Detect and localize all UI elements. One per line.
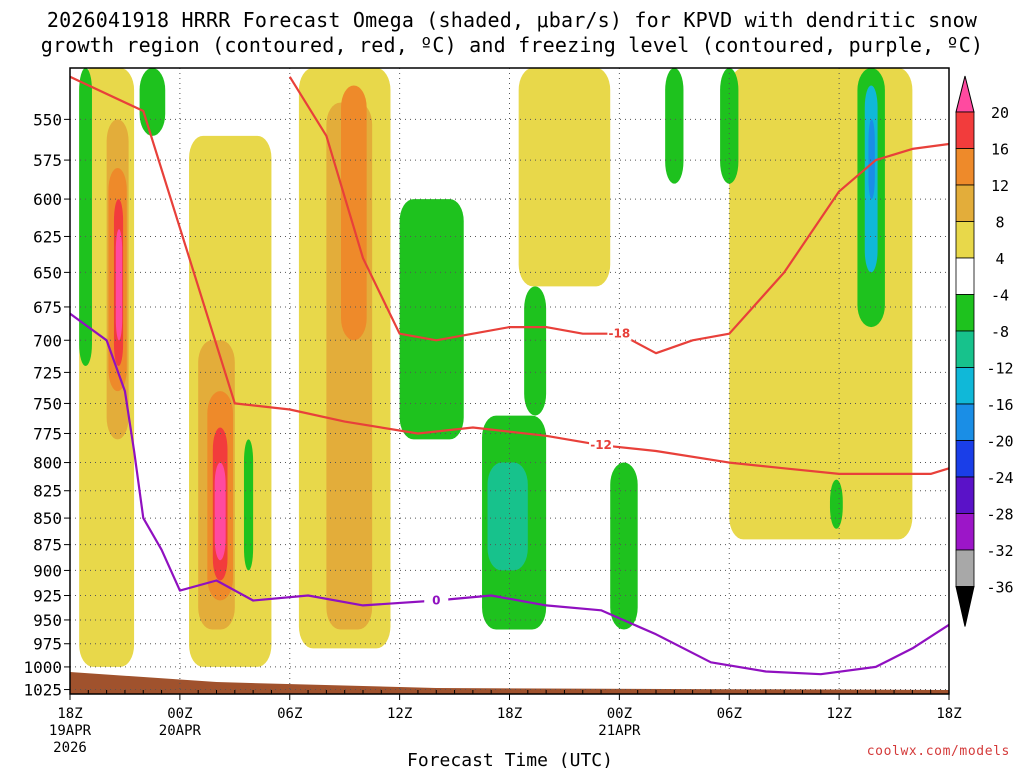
y-tick-label-1025: 1025 bbox=[23, 681, 62, 700]
x-tick-label-30-1: 21APR bbox=[598, 723, 641, 739]
freezing-level-contour-label-bg bbox=[424, 592, 449, 608]
x-tick-label-0-0: 18Z bbox=[57, 706, 82, 722]
y-tick-label-825: 825 bbox=[33, 482, 62, 501]
colorbar-segment-7 bbox=[955, 367, 975, 405]
x-axis-label: Forecast Time (UTC) bbox=[407, 750, 613, 768]
y-tick-label-550: 550 bbox=[33, 110, 62, 129]
omega-shade-28 bbox=[868, 119, 875, 200]
dgz-minus18-contour-line bbox=[288, 76, 949, 355]
omega-shade-21 bbox=[610, 462, 638, 630]
y-tick-label-800: 800 bbox=[33, 454, 62, 473]
colorbar-segment-5 bbox=[955, 294, 975, 332]
omega-shade-18 bbox=[399, 199, 464, 440]
chart-title-line1: 2026041918 HRRR Forecast Omega (shaded, … bbox=[46, 8, 978, 32]
colorbar-label-1: 16 bbox=[991, 141, 1009, 159]
colorbar-label-7: -12 bbox=[986, 360, 1013, 378]
colorbar-label-13: -36 bbox=[986, 579, 1013, 597]
colorbar-label-3: 8 bbox=[995, 214, 1004, 232]
x-tick-label-42-0: 12Z bbox=[826, 706, 851, 722]
colorbar-segment-12 bbox=[955, 549, 975, 587]
colorbar-segment-10 bbox=[955, 476, 975, 514]
x-tick-label-12-0: 06Z bbox=[277, 706, 302, 722]
omega-shade-26 bbox=[487, 462, 528, 571]
colorbar-segment-8 bbox=[955, 403, 975, 441]
dgz-minus12-contour-label-bg bbox=[589, 437, 614, 453]
colorbar-label-8: -16 bbox=[986, 396, 1013, 414]
omega-shade-20 bbox=[524, 286, 547, 416]
colorbar-label-6: -8 bbox=[991, 323, 1009, 341]
x-tick-label-24-0: 18Z bbox=[497, 706, 522, 722]
omega-shade-23 bbox=[720, 68, 739, 184]
colorbar-label-4: 4 bbox=[995, 250, 1004, 268]
omega-shade-15 bbox=[79, 68, 92, 367]
colorbar-label-11: -28 bbox=[986, 506, 1013, 524]
y-tick-label-850: 850 bbox=[33, 509, 62, 528]
dgz-minus18-contour-label: -18 bbox=[609, 327, 631, 341]
y-tick-label-750: 750 bbox=[33, 394, 62, 413]
colorbar-segment-9 bbox=[955, 440, 975, 478]
colorbar-segment-0 bbox=[955, 111, 975, 149]
dgz-minus18-contour-label-bg bbox=[607, 325, 632, 341]
y-tick-label-625: 625 bbox=[33, 227, 62, 246]
x-tick-label-30-0: 00Z bbox=[607, 706, 632, 722]
y-tick-label-900: 900 bbox=[33, 561, 62, 580]
colorbar-min-triangle bbox=[955, 586, 975, 627]
colorbar-label-10: -24 bbox=[986, 469, 1013, 487]
colorbar-segment-2 bbox=[955, 184, 975, 222]
colorbar-segment-1 bbox=[955, 148, 975, 186]
omega-shade-13 bbox=[115, 229, 123, 341]
omega-shade-10 bbox=[341, 85, 367, 341]
dgz-minus12-contour-line bbox=[70, 75, 949, 475]
x-tick-label-6-0: 00Z bbox=[167, 706, 192, 722]
colorbar-label-2: 12 bbox=[991, 177, 1009, 195]
freezing-level-contour-line bbox=[70, 312, 949, 676]
chart-title-line2: growth region (contoured, red, ºC) and f… bbox=[40, 33, 984, 57]
y-tick-label-675: 675 bbox=[33, 298, 62, 317]
x-tick-label-6-1: 20APR bbox=[159, 723, 202, 739]
omega-shade-24 bbox=[829, 479, 843, 529]
y-tick-label-725: 725 bbox=[33, 363, 62, 382]
colorbar-segment-3 bbox=[955, 221, 975, 259]
x-tick-label-18-0: 12Z bbox=[387, 706, 412, 722]
x-tick-label-0-1: 19APR bbox=[49, 723, 92, 739]
colorbar-segment-4 bbox=[955, 257, 975, 295]
y-tick-label-875: 875 bbox=[33, 536, 62, 555]
x-tick-label-48-0: 18Z bbox=[936, 706, 961, 722]
y-tick-label-925: 925 bbox=[33, 587, 62, 606]
y-tick-label-1000: 1000 bbox=[23, 658, 62, 677]
y-tick-label-975: 975 bbox=[33, 635, 62, 654]
y-tick-label-650: 650 bbox=[33, 263, 62, 282]
y-tick-label-600: 600 bbox=[33, 190, 62, 209]
freezing-level-contour-label: 0 bbox=[432, 593, 440, 607]
omega-shade-16 bbox=[139, 68, 166, 136]
colorbar-label-5: -4 bbox=[991, 287, 1009, 305]
omega-shade-14 bbox=[214, 462, 226, 561]
dgz-minus12-contour-label: -12 bbox=[590, 438, 612, 452]
y-tick-label-775: 775 bbox=[33, 424, 62, 443]
y-tick-label-575: 575 bbox=[33, 151, 62, 170]
omega-shade-17 bbox=[243, 439, 254, 571]
colorbar-max-triangle bbox=[955, 75, 975, 113]
y-tick-label-950: 950 bbox=[33, 611, 62, 630]
omega-shade-3 bbox=[518, 68, 611, 287]
omega-shade-22 bbox=[665, 68, 684, 184]
colorbar-label-12: -32 bbox=[986, 542, 1013, 560]
x-tick-label-0-2: 2026 bbox=[53, 740, 87, 756]
y-tick-label-700: 700 bbox=[33, 331, 62, 350]
colorbar-label-9: -20 bbox=[986, 433, 1013, 451]
colorbar-label-0: 20 bbox=[991, 104, 1009, 122]
colorbar-segment-6 bbox=[955, 330, 975, 368]
colorbar-segment-11 bbox=[955, 513, 975, 551]
x-tick-label-36-0: 06Z bbox=[717, 706, 742, 722]
source-credit: coolwx.com/models bbox=[866, 744, 1010, 759]
